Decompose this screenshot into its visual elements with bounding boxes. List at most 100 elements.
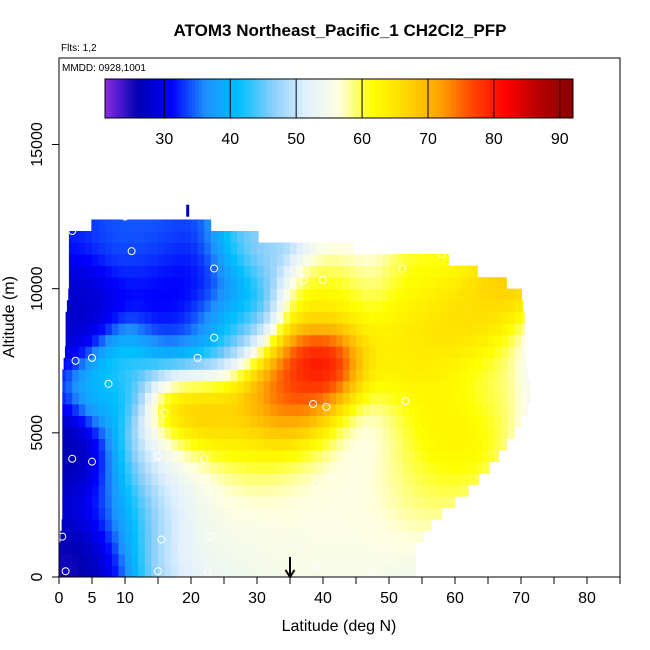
heatmap-cell (494, 357, 502, 370)
heatmap-cell (125, 380, 132, 393)
heatmap-cell (468, 357, 476, 370)
heatmap-cell (118, 565, 126, 578)
heatmap-cell (78, 392, 86, 405)
heatmap-cell (125, 231, 132, 243)
heatmap-cell (488, 380, 495, 393)
heatmap-cell (435, 415, 443, 428)
colorbar-segment (181, 79, 186, 118)
heatmap-cell (323, 450, 330, 463)
heatmap-cell (164, 346, 172, 359)
heatmap-cell (78, 404, 86, 416)
heatmap-cell (184, 277, 192, 290)
heatmap-cell (362, 254, 370, 266)
heatmap-cell (250, 242, 258, 255)
heatmap-cell (382, 530, 390, 543)
heatmap-cell (210, 404, 218, 416)
heatmap-cell (395, 277, 403, 290)
heatmap-cell (210, 369, 218, 382)
heatmap-cell (171, 484, 179, 497)
heatmap-cell (151, 277, 159, 290)
colorbar-segment (278, 79, 283, 118)
heatmap-cell (204, 254, 212, 266)
colorbar-segment (506, 79, 510, 118)
heatmap-cell (303, 392, 311, 405)
heatmap-cell (92, 473, 99, 486)
heatmap-cell (257, 357, 264, 370)
heatmap-cell (158, 288, 165, 301)
heatmap-cell (336, 450, 344, 463)
heatmap-cell (125, 496, 132, 509)
heatmap-cell (191, 565, 198, 578)
heatmap-cell (263, 530, 271, 543)
heatmap-cell (125, 300, 132, 313)
colorbar-segment (342, 79, 347, 118)
heatmap-cell (191, 415, 198, 428)
heatmap-cell (356, 311, 363, 324)
heatmap-cell (191, 265, 198, 278)
heatmap-cell (283, 311, 291, 324)
colorbar-segment (482, 79, 487, 118)
heatmap-cell (296, 553, 304, 566)
heatmap-cell (210, 450, 218, 463)
heatmap-cell (408, 484, 416, 497)
heatmap-cell (111, 334, 119, 347)
heatmap-cell (92, 369, 99, 382)
heatmap-cell (296, 427, 304, 439)
heatmap-cell (290, 553, 297, 566)
heatmap-cell (243, 415, 251, 428)
heatmap-cell (72, 565, 80, 578)
colorbar-segment (452, 79, 457, 118)
heatmap-cell (257, 496, 264, 509)
heatmap-cell (349, 484, 357, 497)
heatmap-cell (68, 254, 73, 266)
heatmap-cell (395, 357, 403, 370)
heatmap-cell (85, 380, 93, 393)
heatmap-cell (131, 553, 139, 566)
heatmap-cell (435, 438, 443, 451)
heatmap-cell (415, 300, 423, 313)
heatmap-cell (415, 450, 423, 463)
heatmap-cell (144, 484, 152, 497)
heatmap-cell (270, 357, 278, 370)
heatmap-cell (243, 357, 251, 370)
heatmap-cell (85, 288, 93, 301)
heatmap-cell (296, 254, 304, 266)
heatmap-cell (415, 357, 423, 370)
colorbar-segment (486, 79, 490, 118)
heatmap-cell (177, 277, 185, 290)
heatmap-cell (316, 288, 324, 301)
heatmap-cell (336, 542, 344, 555)
heatmap-cell (303, 415, 311, 428)
heatmap-cell (237, 507, 245, 520)
heatmap-cell (276, 277, 284, 290)
x-tick-label: 60 (446, 590, 464, 607)
heatmap-cell (481, 415, 489, 428)
heatmap-cell (78, 553, 86, 566)
colorbar-segment (355, 79, 360, 118)
heatmap-cell (92, 242, 99, 255)
heatmap-cell (276, 565, 284, 578)
heatmap-cell (158, 219, 165, 232)
heatmap-cell (349, 369, 357, 382)
heatmap-cell (382, 277, 390, 290)
heatmap-cell (250, 496, 258, 509)
heatmap-cell (501, 392, 509, 405)
heatmap-cell (283, 507, 291, 520)
heatmap-cell (435, 427, 443, 439)
heatmap-cell (62, 438, 66, 451)
heatmap-cell (243, 288, 251, 301)
heatmap-cell (263, 346, 271, 359)
observation-point (154, 451, 162, 460)
observation-point (210, 333, 219, 342)
heatmap-cell (514, 369, 522, 382)
heatmap-cell (111, 461, 119, 474)
heatmap-cell (72, 323, 80, 336)
heatmap-cell (455, 415, 462, 428)
heatmap-cell (158, 254, 165, 266)
heatmap-cell (85, 357, 93, 370)
heatmap-cell (402, 438, 410, 451)
heatmap-cell (356, 496, 363, 509)
heatmap-cell (111, 404, 119, 416)
heatmap-cell (408, 438, 416, 451)
heatmap-cell (441, 334, 449, 347)
